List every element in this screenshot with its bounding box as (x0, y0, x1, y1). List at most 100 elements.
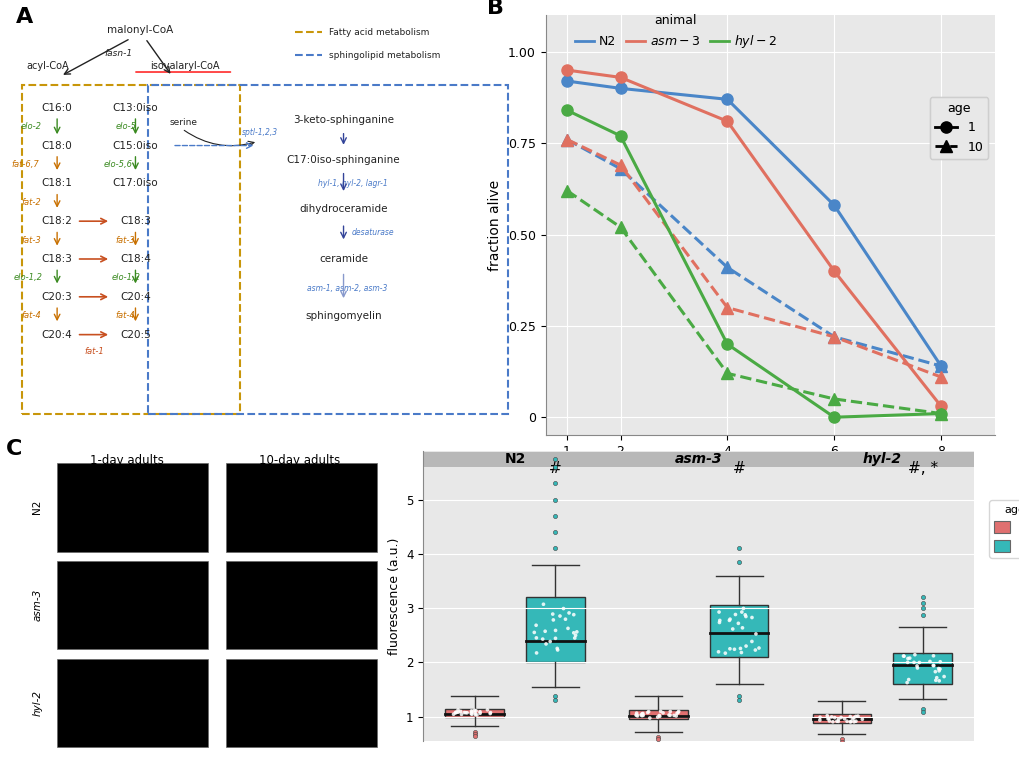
Point (661, 705, 678, 717)
Text: N2: N2 (504, 452, 525, 467)
Point (459, 707, 475, 719)
Point (482, 707, 498, 720)
Point (634, 707, 650, 720)
Text: fat-4: fat-4 (116, 311, 136, 320)
Point (842, 716, 858, 728)
Point (935, 671, 952, 683)
Point (721, 613, 738, 625)
Text: asm-3: asm-3 (33, 589, 43, 621)
Point (906, 649, 922, 661)
Text: 1-day adults: 1-day adults (90, 454, 164, 467)
Point (650, 709, 666, 721)
Point (734, 622, 750, 634)
Point (667, 710, 684, 722)
Point (710, 617, 727, 629)
Point (472, 706, 488, 718)
Point (633, 709, 649, 721)
Point (710, 606, 727, 618)
Point (747, 644, 763, 656)
Point (747, 628, 763, 640)
Point (853, 713, 869, 725)
Legend: 1, 10: 1, 10 (929, 97, 987, 159)
Text: sphingomyelin: sphingomyelin (305, 311, 381, 321)
Point (469, 709, 485, 721)
Text: C18:3: C18:3 (42, 254, 72, 264)
Text: 3-keto-sphinganine: 3-keto-sphinganine (292, 115, 393, 125)
Point (566, 609, 582, 621)
Text: isovalaryl-CoA: isovalaryl-CoA (150, 60, 219, 71)
Point (899, 652, 915, 665)
FancyBboxPatch shape (57, 659, 208, 747)
Point (448, 706, 465, 718)
Text: C18:1: C18:1 (42, 178, 72, 189)
Point (895, 650, 911, 662)
Text: A: A (15, 7, 33, 27)
Point (640, 705, 656, 717)
Point (827, 715, 844, 727)
Point (820, 712, 837, 724)
Text: C20:4: C20:4 (120, 292, 151, 302)
Point (661, 709, 678, 721)
Point (479, 704, 495, 716)
Text: N2: N2 (33, 500, 43, 514)
FancyBboxPatch shape (226, 463, 376, 552)
Point (737, 610, 753, 623)
Point (660, 709, 677, 721)
FancyBboxPatch shape (423, 452, 606, 467)
Text: fat-6,7: fat-6,7 (11, 160, 39, 169)
Text: C18:4: C18:4 (120, 254, 151, 264)
Point (924, 659, 941, 672)
Point (723, 623, 740, 635)
Text: C18:0: C18:0 (42, 141, 72, 151)
FancyBboxPatch shape (893, 652, 951, 684)
FancyBboxPatch shape (709, 605, 767, 657)
Point (926, 674, 943, 686)
Point (842, 715, 858, 727)
FancyBboxPatch shape (606, 452, 790, 467)
Point (551, 610, 568, 622)
Point (629, 710, 645, 722)
Text: C20:3: C20:3 (42, 292, 72, 302)
Text: fat-4: fat-4 (21, 311, 41, 320)
Point (665, 709, 682, 721)
Legend: 1, 10: 1, 10 (988, 500, 1019, 558)
FancyBboxPatch shape (790, 452, 973, 467)
Point (926, 665, 943, 678)
Text: C17:0iso: C17:0iso (112, 178, 158, 189)
Point (446, 707, 463, 719)
Text: C20:5: C20:5 (120, 329, 151, 340)
Text: B: B (487, 0, 503, 18)
Text: elo-5,6: elo-5,6 (104, 160, 132, 169)
Point (737, 640, 753, 652)
X-axis label: Time (hrs): Time (hrs) (734, 464, 805, 478)
Point (845, 711, 861, 724)
Text: C15:0iso: C15:0iso (112, 141, 158, 151)
Point (452, 708, 469, 720)
Point (463, 707, 479, 720)
Text: C16:0: C16:0 (42, 102, 72, 113)
Point (901, 652, 917, 664)
Point (649, 711, 665, 724)
Point (908, 662, 924, 674)
Point (464, 706, 480, 718)
Point (652, 705, 668, 717)
Point (445, 708, 462, 720)
Point (730, 617, 746, 630)
Text: C20:4: C20:4 (42, 329, 72, 340)
Text: sphingolipid metabolism: sphingolipid metabolism (328, 50, 440, 60)
Point (931, 656, 948, 668)
FancyBboxPatch shape (57, 561, 208, 649)
Text: C: C (6, 439, 22, 458)
Point (726, 643, 742, 656)
FancyBboxPatch shape (812, 714, 870, 724)
Point (720, 614, 737, 626)
Point (849, 710, 865, 722)
Point (537, 638, 553, 650)
Point (825, 711, 842, 724)
Point (931, 663, 948, 675)
Point (847, 715, 863, 727)
Point (569, 626, 585, 638)
Text: elo-1,2: elo-1,2 (111, 274, 140, 283)
Point (829, 713, 846, 725)
Text: asm-1, asm-2, asm-3: asm-1, asm-2, asm-3 (307, 284, 387, 293)
